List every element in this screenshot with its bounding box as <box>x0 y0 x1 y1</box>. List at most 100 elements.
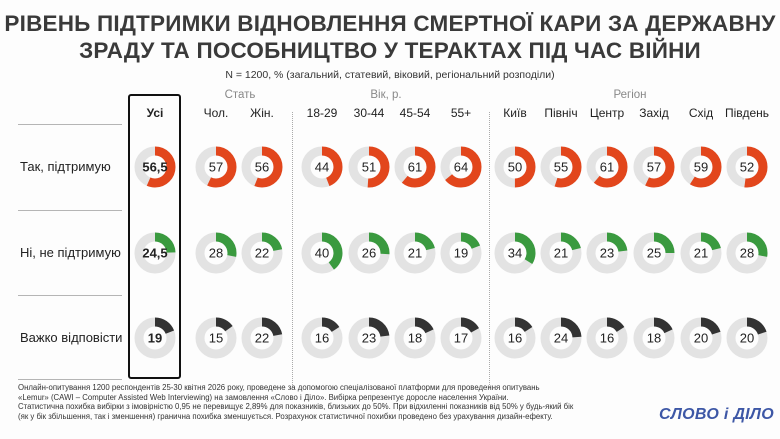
donut-data-label: 61 <box>600 160 614 175</box>
donut-value-arc <box>301 232 343 274</box>
donut-value-arc <box>134 317 176 359</box>
donut-value-arc <box>440 317 482 359</box>
donut-mark: 21 <box>394 232 436 274</box>
donut-mark: 40 <box>301 232 343 274</box>
column-header: Захід <box>639 106 669 120</box>
donut-value-arc <box>348 146 390 188</box>
donut-data-label: 25 <box>647 246 661 261</box>
donut-data-label: 16 <box>600 331 614 346</box>
donut-value-arc <box>195 232 237 274</box>
donut-data-label: 18 <box>647 331 661 346</box>
row-separator <box>18 124 122 125</box>
donut-mark: 16 <box>586 317 628 359</box>
donut-value-arc <box>680 146 722 188</box>
footnote: Онлайн-опитування 1200 респондентів 25-3… <box>18 383 628 421</box>
donut-mark: 17 <box>440 317 482 359</box>
donut-data-label: 20 <box>694 331 708 346</box>
donut-value-arc <box>726 146 768 188</box>
donut-value-arc <box>301 317 343 359</box>
column-header: 55+ <box>450 106 472 120</box>
donut-data-label: 16 <box>315 331 329 346</box>
donut-value-arc <box>394 317 436 359</box>
donut-value-arc <box>540 232 582 274</box>
column-header: Усі <box>146 106 164 120</box>
donut-data-label: 56,5 <box>142 160 167 175</box>
donut-mark: 56 <box>241 146 283 188</box>
donut-value-arc <box>134 232 176 274</box>
donut-value-arc <box>680 317 722 359</box>
donut-value-arc <box>586 317 628 359</box>
donut-value-arc <box>241 146 283 188</box>
donut-value-arc <box>195 146 237 188</box>
donut-data-label: 20 <box>740 331 754 346</box>
donut-mark: 26 <box>348 232 390 274</box>
footnote-line-4: (як у бік збільшення, так і зменшення) г… <box>18 411 553 421</box>
donut-data-label: 57 <box>209 160 223 175</box>
donut-data-label: 50 <box>508 160 522 175</box>
row-separator <box>18 379 122 380</box>
donut-mark: 28 <box>726 232 768 274</box>
donut-data-label: 23 <box>362 331 376 346</box>
donut-mark: 23 <box>348 317 390 359</box>
donut-data-label: 40 <box>315 246 329 261</box>
donut-value-arc <box>633 232 675 274</box>
row-separator <box>18 210 122 211</box>
donut-mark: 16 <box>301 317 343 359</box>
donut-data-label: 24 <box>554 331 568 346</box>
donut-mark: 24 <box>540 317 582 359</box>
donut-mark: 22 <box>241 317 283 359</box>
group-label-region: Регіон <box>613 89 647 101</box>
group-label-age: Вік, р. <box>370 89 402 101</box>
donut-mark: 64 <box>440 146 482 188</box>
donut-data-label: 22 <box>255 331 269 346</box>
donut-mark: 28 <box>195 232 237 274</box>
donut-value-arc <box>586 232 628 274</box>
donut-mark: 22 <box>241 232 283 274</box>
donut-value-arc <box>394 146 436 188</box>
donut-value-arc <box>726 317 768 359</box>
donut-value-arc <box>680 232 722 274</box>
donut-mark: 15 <box>195 317 237 359</box>
donut-mark: 34 <box>494 232 536 274</box>
donut-data-label: 28 <box>740 246 754 261</box>
donut-mark: 16 <box>494 317 536 359</box>
column-header: Північ <box>544 106 578 120</box>
donut-data-label: 57 <box>647 160 661 175</box>
donut-mark: 20 <box>726 317 768 359</box>
donut-mark: 21 <box>540 232 582 274</box>
column-header: Центр <box>589 106 625 120</box>
donut-data-label: 28 <box>209 246 223 261</box>
row-separator <box>18 295 122 296</box>
donut-data-label: 59 <box>694 160 708 175</box>
divider-age-region <box>489 112 491 387</box>
column-header: Схід <box>688 106 714 120</box>
donut-value-arc <box>726 232 768 274</box>
donut-mark: 57 <box>195 146 237 188</box>
donut-data-label: 21 <box>554 246 568 261</box>
donut-value-arc <box>134 146 176 188</box>
donut-data-label: 18 <box>408 331 422 346</box>
donut-data-label: 55 <box>554 160 568 175</box>
donut-value-arc <box>348 232 390 274</box>
donut-mark: 23 <box>586 232 628 274</box>
donut-mark: 44 <box>301 146 343 188</box>
donut-data-label: 15 <box>209 331 223 346</box>
column-header: Жін. <box>250 106 274 120</box>
column-header: Південь <box>724 106 770 120</box>
donut-mark: 20 <box>680 317 722 359</box>
donut-data-label: 52 <box>740 160 754 175</box>
donut-value-arc <box>241 232 283 274</box>
footnote-line-1: Онлайн-опитування 1200 респондентів 25-3… <box>18 383 540 392</box>
donut-value-arc <box>440 146 482 188</box>
donut-mark: 50 <box>494 146 536 188</box>
donut-value-arc <box>586 146 628 188</box>
row-label-support: Так, підтримую <box>20 159 111 174</box>
donut-mark: 56,5 <box>134 146 176 188</box>
donut-mark: 18 <box>633 317 675 359</box>
donut-data-label: 21 <box>694 246 708 261</box>
donut-value-arc <box>540 146 582 188</box>
donut-mark: 25 <box>633 232 675 274</box>
donut-data-label: 17 <box>454 331 468 346</box>
donut-mark: 61 <box>394 146 436 188</box>
